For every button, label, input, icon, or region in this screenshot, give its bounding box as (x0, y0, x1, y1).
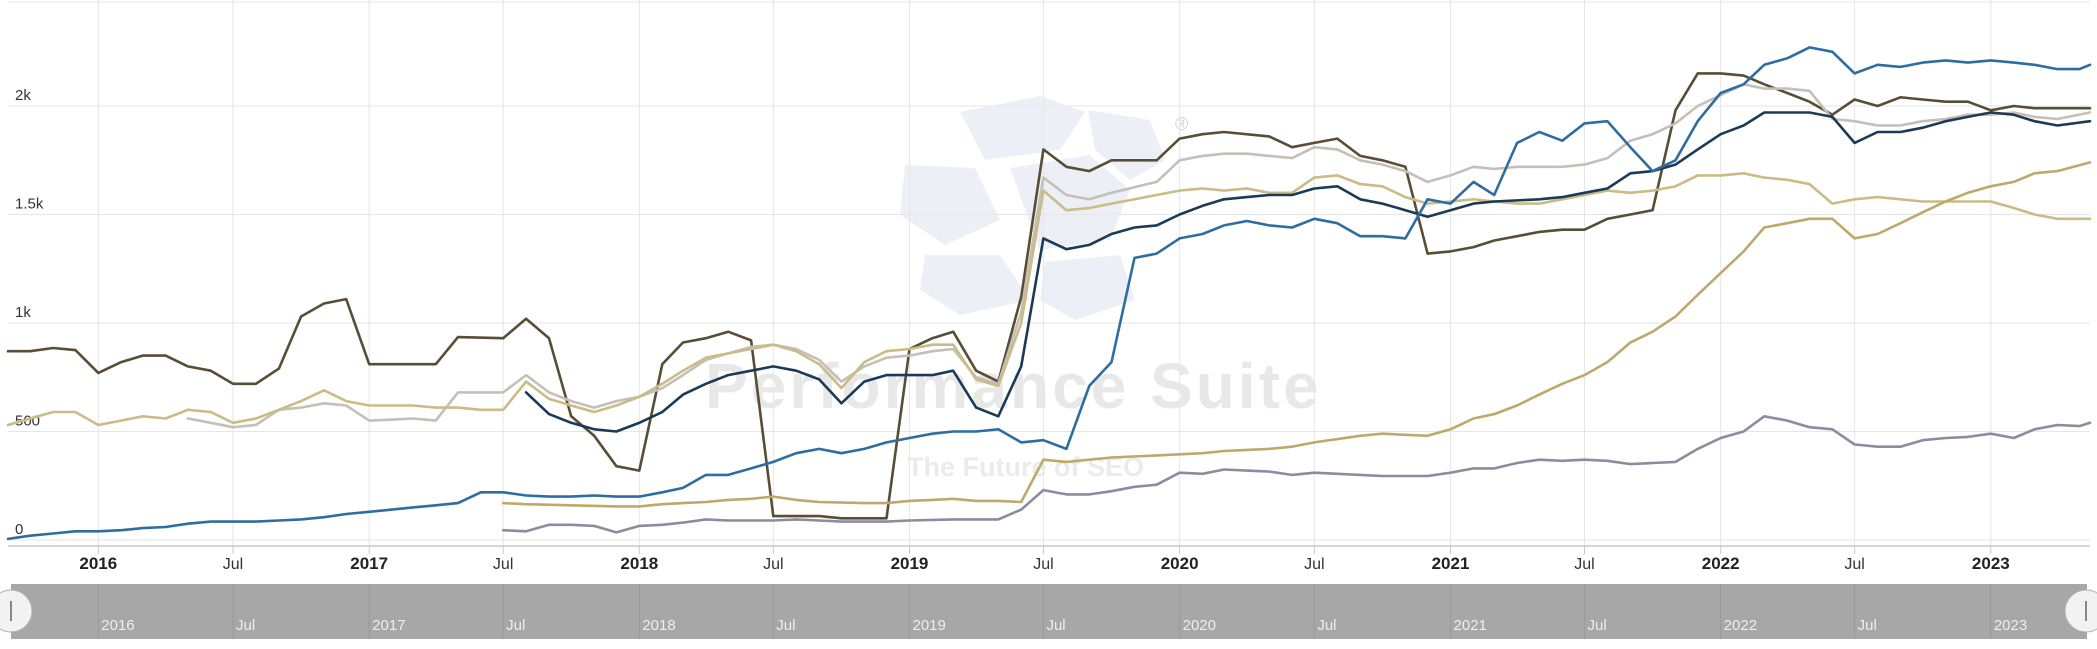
navigator-label: Jul (506, 617, 525, 634)
series-line-7[interactable] (501, 414, 2092, 534)
x-tick-label: 2023 (1972, 554, 2010, 573)
x-tick-label: 2019 (891, 554, 929, 573)
x-tick-label: Jul (223, 556, 243, 573)
x-tick-label: Jul (1844, 556, 1864, 573)
x-tick-label: Jul (1574, 556, 1594, 573)
watermark-registered-mark: ® (1175, 114, 1188, 134)
series-line-1[interactable] (6, 72, 2092, 520)
x-tick-label: Jul (763, 556, 783, 573)
navigator-label: 2017 (372, 617, 405, 634)
x-tick-label: Jul (1033, 556, 1053, 573)
navigator-label: 2023 (1994, 617, 2027, 634)
navigator-label: 2018 (642, 617, 675, 634)
x-tick-label: 2016 (79, 554, 117, 573)
y-tick-label: 1k (15, 304, 31, 321)
y-tick-label: 0 (15, 521, 23, 538)
navigator-label: 2019 (912, 617, 945, 634)
navigator-band[interactable] (11, 584, 2087, 639)
x-tick-label: 2018 (620, 554, 658, 573)
range-navigator[interactable]: 2016 Jul 2017 Jul 2018 Jul 2019 Jul 2020 Jul 2021 J… (0, 584, 2097, 639)
series-line-4[interactable] (524, 111, 2092, 433)
navigator-left-handle[interactable] (0, 589, 33, 633)
x-tick-label: 2020 (1161, 554, 1199, 573)
watermark-logo (900, 96, 1165, 320)
y-tick-label: 2k (15, 87, 31, 104)
x-tick-label: 2021 (1432, 554, 1470, 573)
navigator-label: 2016 (101, 617, 134, 634)
x-axis: 2016 Jul 2017 Jul 2018 Jul 2019 Jul 2020 Jul 2021 J… (79, 546, 2010, 573)
navigator-label: Jul (236, 617, 255, 634)
navigator-label: Jul (1587, 617, 1606, 634)
series-line-6[interactable] (501, 161, 2092, 508)
x-tick-label: 2022 (1702, 554, 1740, 573)
navigator-label: 2021 (1454, 617, 1487, 634)
navigator-label: 2022 (1724, 617, 1757, 634)
navigator-label: Jul (1046, 617, 1065, 634)
navigator-label: 2020 (1183, 617, 1216, 634)
navigator-right-handle[interactable] (2064, 589, 2097, 633)
series-line-2[interactable] (186, 83, 2092, 429)
navigator-label: Jul (1317, 617, 1336, 634)
navigator-label: Jul (776, 617, 795, 634)
series-line-5[interactable] (6, 46, 2092, 541)
navigator-label: Jul (1858, 617, 1877, 634)
x-tick-label: Jul (1304, 556, 1324, 573)
navigator-labels: 2016 Jul 2017 Jul 2018 Jul 2019 Jul 2020 Jul 2021 J… (97, 584, 2027, 639)
series-line-3[interactable] (6, 172, 2092, 427)
plot-lines (6, 46, 2092, 541)
x-tick-label: 2017 (350, 554, 388, 573)
y-tick-label: 1.5k (15, 196, 44, 213)
grid (8, 0, 2090, 546)
x-tick-label: Jul (493, 556, 513, 573)
